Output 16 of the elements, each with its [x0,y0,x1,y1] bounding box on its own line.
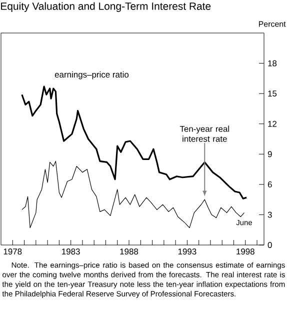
x-tick-label: 1998 [236,248,254,255]
series-label: earnings–price ratio [54,71,129,80]
chart-title: Equity Valuation and Long-Term Interest Rate [1,2,211,12]
y-tick-label: 9 [268,151,272,158]
x-tick-label: 1978 [4,248,22,255]
y-tick-label: 15 [268,90,277,97]
line-series [21,86,248,200]
y-tick-label: 6 [268,181,272,188]
x-tick-label: 1983 [62,248,80,255]
y-tick-label: 18 [268,60,277,66]
x-tick-label: 1993 [178,248,196,255]
annotation: Ten-year real interest rate [180,126,230,142]
y-tick-label: 12 [268,120,277,127]
y-tick-label: 0 [268,242,272,248]
y-tick-label: 3 [268,212,272,218]
x-tick-label: 1988 [120,248,138,255]
